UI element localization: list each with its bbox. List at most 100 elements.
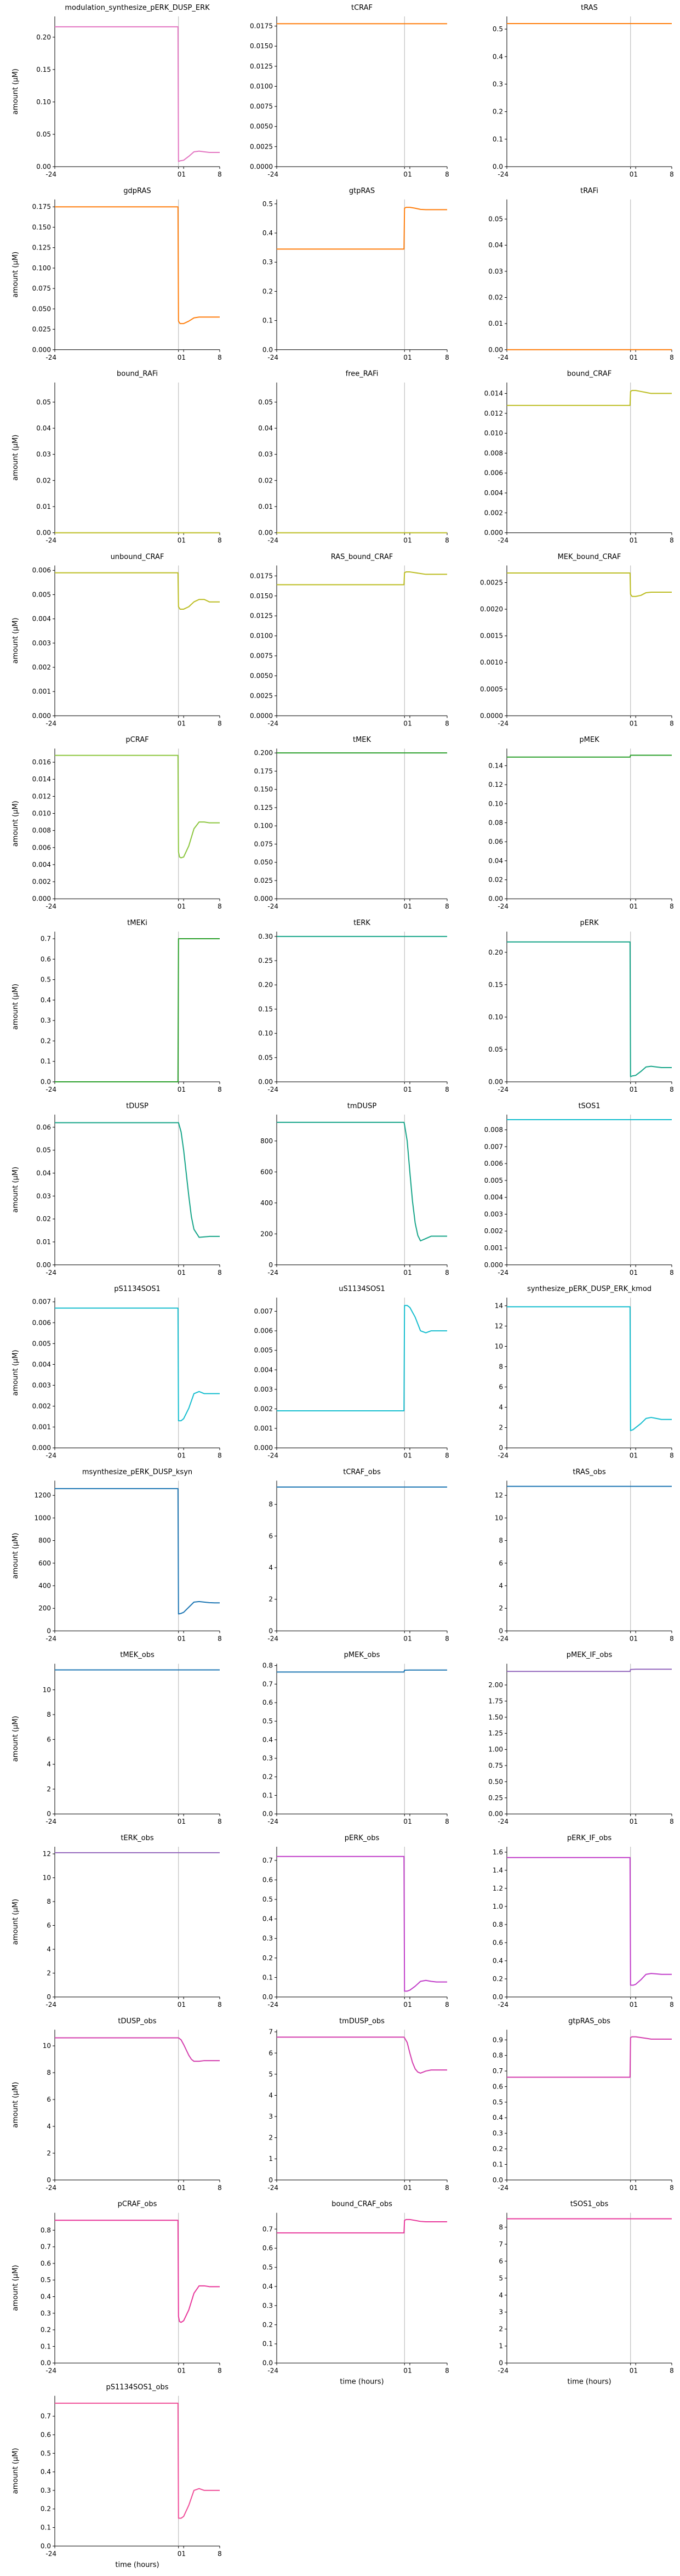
chart-panel-5: tRAFi 0.00 0.01 0.02 0.03 0.04 0.05 -24 0 1 8 <box>488 187 674 361</box>
y-tick-label: 0.000 <box>254 1444 273 1452</box>
y-tick-label: 8 <box>47 1898 51 1905</box>
chart-title: tCRAF_obs <box>343 1468 381 1476</box>
x-tick-label: 1 <box>633 171 638 178</box>
x-tick-label: 1 <box>181 1452 186 1460</box>
chart-title: tCRAF <box>351 4 373 12</box>
y-tick-label: 0.0000 <box>250 712 273 719</box>
y-tick-label: 0.1 <box>262 317 273 325</box>
y-tick-label: 0 <box>47 1810 51 1818</box>
x-tick-label: -24 <box>45 1086 56 1093</box>
y-tick-label: 1.25 <box>488 1729 503 1737</box>
x-tick-label: 8 <box>445 903 449 910</box>
y-tick-label: 0.14 <box>488 762 503 769</box>
x-tick-label: 0 <box>403 2367 408 2375</box>
x-tick-label: 8 <box>445 1818 449 1825</box>
y-tick-label: 0.00 <box>488 1078 503 1086</box>
x-tick-label: 1 <box>181 2550 186 2557</box>
y-tick-label: 8 <box>499 1363 503 1370</box>
y-tick-label: 0 <box>268 1627 273 1635</box>
y-tick-label: 0.2 <box>41 1037 51 1045</box>
chart-title: gtpRAS_obs <box>568 2017 610 2025</box>
y-tick-label: 4 <box>268 1564 273 1571</box>
y-tick-label: 0.4 <box>493 53 503 60</box>
x-tick-label: 8 <box>445 171 449 178</box>
y-tick-label: 0.06 <box>36 1124 51 1131</box>
y-tick-label: 0.1 <box>262 1791 273 1799</box>
chart-panel-3: gdpRAS 0.000 0.025 0.050 0.075 0.100 0.125 0.15… <box>12 187 222 361</box>
y-tick-label: 0.006 <box>32 566 51 574</box>
chart-panel-13: tMEK 0.000 0.025 0.050 0.075 0.100 0.125 0.150 0… <box>254 736 449 910</box>
x-tick-label: 0 <box>403 2184 408 2192</box>
chart-title: tRAS_obs <box>573 1468 605 1476</box>
series-line <box>55 2037 220 2062</box>
y-tick-label: 0.025 <box>32 326 51 333</box>
y-tick-label: 0.7 <box>262 1680 273 1688</box>
x-tick-label: -24 <box>267 354 278 361</box>
y-tick-label: 0.075 <box>32 285 51 292</box>
y-tick-label: 0.00 <box>36 529 51 537</box>
chart-title: tMEK <box>353 736 372 744</box>
x-tick-label: 8 <box>445 1269 449 1276</box>
y-tick-label: 0.04 <box>488 857 503 865</box>
x-tick-label: -24 <box>45 1452 56 1460</box>
x-tick-label: 1 <box>181 903 186 910</box>
y-tick-label: 0.000 <box>32 895 51 903</box>
chart-panel-39: pS1134SOS1_obs 0.0 0.1 0.2 0.3 0.4 0.5 0.6 0.7 -2… <box>12 2383 222 2569</box>
x-tick-label: -24 <box>45 537 56 544</box>
y-tick-label: 0.002 <box>254 1405 273 1412</box>
x-axis-label: time (hours) <box>340 2378 384 2386</box>
x-tick-label: 0 <box>403 537 408 544</box>
x-tick-label: 0 <box>630 171 634 178</box>
y-tick-label: 7 <box>499 2240 503 2248</box>
y-tick-label: 0.012 <box>484 410 503 417</box>
y-tick-label: 0.05 <box>488 1046 503 1053</box>
x-tick-label: 0 <box>403 1086 408 1093</box>
y-tick-label: 0.0 <box>493 2176 503 2184</box>
x-tick-label: 8 <box>670 2367 674 2375</box>
y-tick-label: 0.05 <box>36 398 51 406</box>
x-tick-label: 1 <box>633 1635 638 1642</box>
y-tick-label: 0.6 <box>262 1699 273 1706</box>
y-axis-label: amount (μM) <box>12 801 20 847</box>
x-tick-label: -24 <box>498 2001 508 2008</box>
series-line <box>507 1669 672 1672</box>
chart-title: bound_CRAF <box>567 370 612 378</box>
x-tick-label: 8 <box>445 719 449 727</box>
x-tick-label: 1 <box>408 354 412 361</box>
y-tick-label: 600 <box>260 1168 273 1176</box>
x-tick-label: -24 <box>267 1635 278 1642</box>
x-tick-label: 1 <box>408 2001 412 2008</box>
y-tick-label: 0.3 <box>262 1934 273 1942</box>
x-tick-label: 8 <box>670 171 674 178</box>
y-tick-label: 0.001 <box>32 688 51 695</box>
y-tick-label: 0.02 <box>488 293 503 301</box>
x-tick-label: 0 <box>630 1635 634 1642</box>
chart-title: pCRAF_obs <box>118 2200 157 2209</box>
series-line <box>277 1669 447 1673</box>
y-tick-label: 0.4 <box>262 1915 273 1923</box>
x-tick-label: 8 <box>218 1452 222 1460</box>
chart-panel-22: uS1134SOS1 0.000 0.001 0.002 0.003 0.004 0.005… <box>254 1285 449 1460</box>
chart-panel-4: gtpRAS 0.0 0.1 0.2 0.3 0.4 0.5 -24 0 1 8 <box>262 187 449 361</box>
y-tick-label: 0 <box>268 2176 273 2184</box>
chart-title: tERK_obs <box>121 1834 154 1842</box>
y-tick-label: 1 <box>268 2155 273 2163</box>
y-tick-label: 0.01 <box>36 1238 51 1246</box>
y-tick-label: 0.002 <box>484 509 503 517</box>
y-axis-label: amount (μM) <box>12 1167 20 1213</box>
x-tick-label: 0 <box>630 2001 634 2008</box>
y-tick-label: 10 <box>43 2042 51 2050</box>
x-tick-label: 8 <box>218 2550 222 2557</box>
x-tick-label: 1 <box>181 1086 186 1093</box>
y-tick-label: 0.20 <box>258 981 273 989</box>
series-line <box>277 2218 447 2234</box>
x-tick-label: -24 <box>267 2184 278 2192</box>
y-tick-label: 0.2 <box>493 1975 503 1983</box>
series-line <box>507 754 672 758</box>
y-tick-label: 0.6 <box>493 1939 503 1947</box>
x-tick-label: -24 <box>267 1269 278 1276</box>
x-tick-label: 1 <box>633 1269 638 1276</box>
